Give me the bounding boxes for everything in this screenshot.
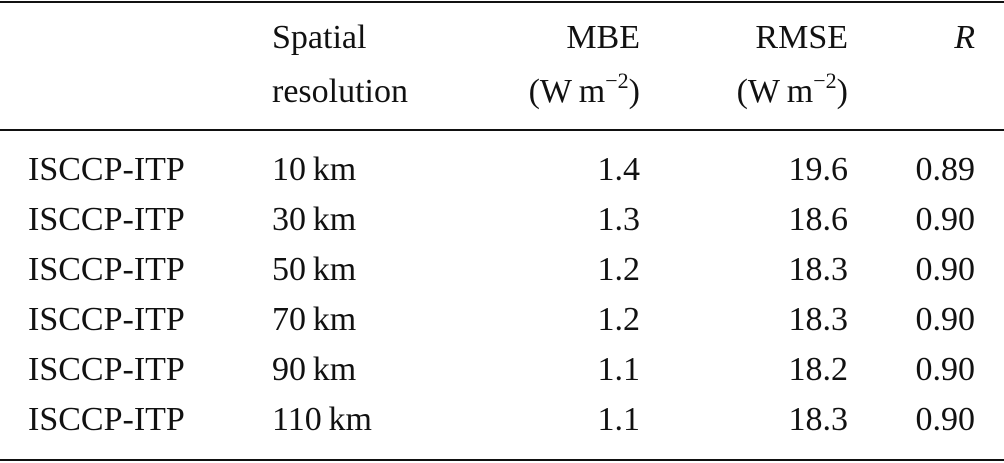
header-text: MBE: [566, 19, 640, 56]
dataset-cell: ISCCP-ITP: [28, 151, 185, 188]
value-cell: 1.2: [597, 301, 641, 338]
value-cell: 90 km: [272, 351, 357, 388]
value-cell: 0.90: [915, 401, 976, 438]
value-cell: 1.2: [597, 251, 641, 288]
dataset-cell: ISCCP-ITP: [28, 251, 185, 288]
value-cell: 1.1: [597, 401, 641, 438]
value-cell: 1.4: [597, 151, 641, 188]
value-cell: 18.3: [788, 401, 849, 438]
top-rule: [0, 1, 1004, 3]
dataset-cell: ISCCP-ITP: [28, 301, 185, 338]
value-cell: 0.89: [915, 151, 976, 188]
header-text: resolution: [272, 73, 408, 110]
mid-rule: [0, 129, 1004, 131]
value-cell: 1.1: [597, 351, 641, 388]
value-cell: 18.2: [788, 351, 849, 388]
value-cell: 18.3: [788, 251, 849, 288]
header-cell: Spatial: [272, 18, 366, 58]
value-cell: 0.90: [915, 251, 976, 288]
value-cell: 1.3: [597, 201, 641, 238]
header-cell: (W m−2): [528, 70, 640, 112]
header-text: Spatial: [272, 19, 367, 56]
value-cell: 18.6: [788, 201, 849, 238]
header-cell: (W m−2): [736, 70, 848, 112]
header-cell: MBE: [566, 18, 640, 58]
header-text: R: [954, 19, 975, 56]
value-cell: 10 km: [272, 151, 357, 188]
header-text: (W m: [736, 73, 814, 110]
value-cell: 19.6: [788, 151, 849, 188]
dataset-cell: ISCCP-ITP: [28, 201, 185, 238]
header-cell: resolution: [272, 72, 408, 112]
header-text: RMSE: [755, 19, 848, 56]
header-text: ): [628, 73, 640, 110]
value-cell: 50 km: [272, 251, 357, 288]
value-cell: 0.90: [915, 201, 976, 238]
header-cell: R: [954, 18, 975, 58]
unit-exponent: −2: [605, 68, 629, 93]
value-cell: 0.90: [915, 301, 976, 338]
dataset-cell: ISCCP-ITP: [28, 351, 185, 388]
value-cell: 70 km: [272, 301, 357, 338]
value-cell: 0.90: [915, 351, 976, 388]
header-text: (W m: [528, 73, 606, 110]
value-cell: 110 km: [272, 401, 372, 438]
value-cell: 30 km: [272, 201, 357, 238]
value-cell: 18.3: [788, 301, 849, 338]
unit-exponent: −2: [813, 68, 837, 93]
header-cell: RMSE: [755, 18, 848, 58]
dataset-cell: ISCCP-ITP: [28, 401, 185, 438]
bottom-rule: [0, 459, 1004, 461]
header-text: ): [836, 73, 848, 110]
